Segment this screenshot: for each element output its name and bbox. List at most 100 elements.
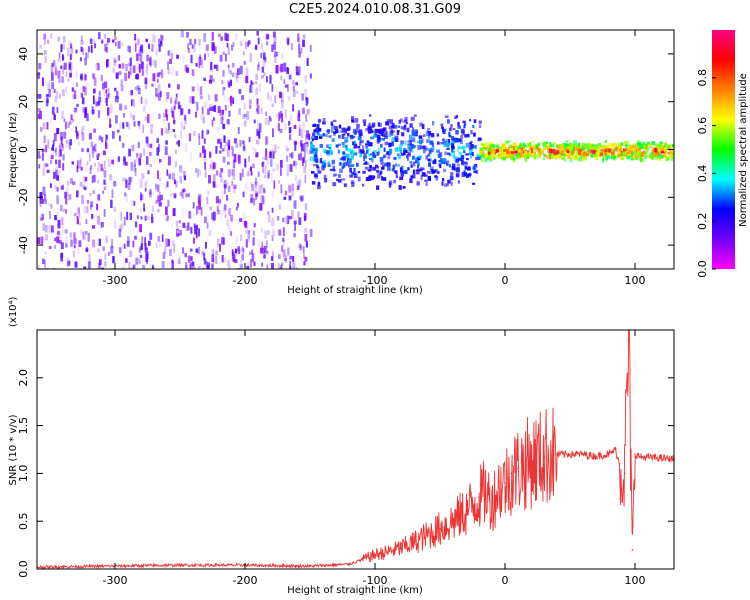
spectrogram-cell xyxy=(74,107,78,113)
spectrogram-cell xyxy=(68,62,72,67)
spectrogram-cell xyxy=(178,256,181,264)
spectrogram-cell xyxy=(605,157,609,161)
spectrogram-cell xyxy=(298,179,302,187)
spectrogram-cell xyxy=(82,48,85,55)
spectrogram-cell xyxy=(356,123,360,129)
spectrogram-cell xyxy=(204,101,207,108)
spectrogram-cell xyxy=(65,86,68,93)
spectrogram-cell xyxy=(643,155,647,160)
spectrogram-cell xyxy=(291,209,294,219)
spectrogram-cell xyxy=(655,155,658,161)
spectrogram-cell xyxy=(339,157,343,161)
spectrogram-cell xyxy=(150,128,153,134)
spectrogram-cell xyxy=(302,158,305,163)
spectrogram-cell xyxy=(284,84,288,88)
spectrogram-cell xyxy=(651,146,654,150)
spectrogram-cell xyxy=(125,258,128,263)
spectrogram-cell xyxy=(416,155,420,159)
spectrogram-cell xyxy=(199,95,203,100)
spectrogram-cell xyxy=(124,72,128,82)
spectrogram-cell xyxy=(233,186,236,194)
spectrogram-cell xyxy=(152,38,156,43)
spectrogram-cell xyxy=(87,46,91,53)
spectrogram-cell xyxy=(478,124,482,129)
spectrogram-cell xyxy=(403,150,406,156)
spectrogram-cell xyxy=(378,130,382,134)
spectrogram-cell xyxy=(211,263,214,269)
spectrogram-cell xyxy=(256,30,259,36)
spectrogram-cell xyxy=(227,66,230,73)
spectrogram-cell xyxy=(267,170,270,178)
spectrogram-cell xyxy=(240,41,243,47)
spectrogram-cell xyxy=(280,53,283,59)
spectrogram-cell xyxy=(129,57,132,67)
spectrogram-cell xyxy=(471,151,474,157)
spectrogram-cell xyxy=(297,66,301,76)
spectrogram-cell xyxy=(76,160,79,169)
colorbar-tick-label: 0.2 xyxy=(696,212,709,230)
spectrogram-cell xyxy=(247,41,250,47)
spectrogram-cell xyxy=(343,183,347,187)
spectrogram-cell xyxy=(391,125,395,129)
spectrogram-cell xyxy=(52,60,56,68)
spectrogram-cell xyxy=(250,166,252,172)
spectrogram-cell xyxy=(251,81,254,85)
spectrogram-cell xyxy=(286,155,289,162)
spectrogram-cell xyxy=(37,144,40,148)
spectrogram-cell xyxy=(298,44,301,53)
spectrogram-cell xyxy=(546,146,550,149)
spectrogram-cell xyxy=(152,34,155,43)
spectrogram-cell xyxy=(65,136,68,144)
spectrogram-cell xyxy=(252,237,255,246)
spectrogram-cell xyxy=(664,142,667,147)
spectrogram-cell xyxy=(257,61,260,68)
spectrogram-cell xyxy=(103,179,106,185)
spectrogram-cell xyxy=(299,244,302,251)
spectrogram-cell xyxy=(298,127,301,136)
spectrogram-cell xyxy=(228,81,231,88)
spectrogram-cell xyxy=(69,72,72,78)
spectrogram-cell xyxy=(221,109,225,115)
spectrogram-cell xyxy=(448,141,451,146)
spectrogram-cell xyxy=(260,107,263,115)
spectrogram-cell xyxy=(92,74,95,80)
spectrogram-cell xyxy=(260,52,263,59)
spectrogram-cell xyxy=(74,108,78,114)
spectrogram-cell xyxy=(195,101,198,106)
spectrogram-cell xyxy=(579,150,584,155)
spectrogram-cell xyxy=(463,149,466,154)
spectrogram-cell xyxy=(214,184,218,188)
spectrogram-cell xyxy=(409,134,413,140)
spectrogram-cell xyxy=(125,121,129,127)
spectrogram-cell xyxy=(38,264,41,269)
spectrogram-cell xyxy=(175,161,177,167)
spectrogram-cell xyxy=(90,141,94,148)
spectrogram-cell xyxy=(170,97,173,104)
spectrogram-cell xyxy=(248,99,252,104)
spectrogram-cell xyxy=(266,39,268,47)
spectrogram-cell xyxy=(94,148,97,153)
spectrogram-cell xyxy=(283,240,285,246)
spectrogram-cell xyxy=(212,117,215,121)
spectrogram-cell xyxy=(178,219,181,224)
spectrogram-cell xyxy=(55,159,58,165)
spectrogram-cell xyxy=(646,149,649,153)
spectrogram-cell xyxy=(126,240,130,247)
spectrogram-cell xyxy=(158,177,162,182)
spectrogram-cell xyxy=(407,143,412,146)
spectrogram-cell xyxy=(487,151,491,156)
spectrogram-cell xyxy=(217,138,220,144)
spectrogram-cell xyxy=(183,170,186,178)
spectrogram-cell xyxy=(226,194,229,201)
spectrogram-cell xyxy=(631,144,635,149)
spectrogram-cell xyxy=(279,168,282,176)
spectrogram-cell xyxy=(171,240,175,247)
spectrogram-cell xyxy=(41,148,45,153)
spectrogram-cell xyxy=(238,88,242,94)
spectrogram-cell xyxy=(176,54,179,59)
spectrogram-cell xyxy=(44,199,47,204)
spectrogram-cell xyxy=(524,157,528,162)
spectrogram-cell xyxy=(246,265,250,269)
spectrogram-cell xyxy=(305,114,308,122)
spectrogram-cell xyxy=(49,118,52,126)
